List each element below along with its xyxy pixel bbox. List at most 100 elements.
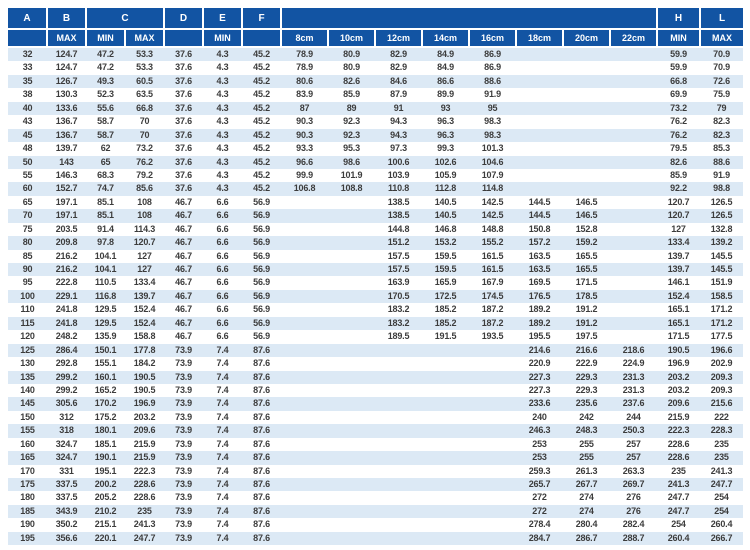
table-cell: 178.5 [563, 289, 611, 304]
table-row: 135 299.2 160.1 190.5 73.9 7.4 87.6 227.3 229.3 2… [8, 370, 744, 384]
table-cell: 233.6 [516, 397, 564, 411]
table-cell: 180.1 [86, 424, 125, 438]
table-cell [422, 437, 470, 452]
table-cell: 197.1 [47, 209, 86, 223]
table-cell: 187.2 [469, 303, 517, 317]
table-cell: 114.8 [469, 182, 517, 196]
table-cell [328, 437, 376, 452]
table-cell: 209.8 [47, 236, 86, 250]
table-cell: 82.9 [375, 47, 423, 62]
table-cell: 68.3 [86, 168, 125, 183]
table-cell: 260.4 [700, 518, 744, 532]
table-cell [328, 410, 376, 425]
table-cell [281, 504, 329, 519]
table-cell: 86.9 [469, 47, 517, 62]
table-cell: 59.9 [657, 47, 701, 62]
table-cell [610, 209, 658, 223]
table-cell [469, 343, 517, 358]
table-cell: 152.4 [125, 316, 165, 331]
table-cell [281, 343, 329, 358]
table-cell: 87.6 [242, 397, 282, 411]
table-cell: 247.7 [657, 491, 701, 505]
table-row: 45 136.7 58.7 70 37.6 4.3 45.2 90.3 92.3 94.3 96.3… [8, 128, 744, 143]
table-cell: 87.6 [242, 478, 282, 492]
table-cell [328, 370, 376, 384]
table-cell: 45.2 [242, 128, 282, 143]
table-cell: 4.3 [203, 182, 243, 196]
table-cell: 159.5 [422, 249, 470, 263]
table-cell: 46.7 [164, 263, 204, 277]
table-cell: 107.9 [469, 168, 517, 183]
table-cell: 82.6 [328, 74, 376, 89]
table-cell: 99.3 [422, 142, 470, 156]
table-cell: 7.4 [203, 370, 243, 384]
table-cell [281, 491, 329, 505]
table-cell: 85 [8, 249, 47, 263]
table-cell [281, 357, 329, 371]
table-cell: 229.1 [47, 289, 86, 304]
table-cell: 73.9 [164, 424, 204, 438]
header-sub-cell: 16cm [469, 29, 518, 48]
table-cell: 87 [281, 101, 329, 116]
table-cell: 165.5 [563, 249, 611, 263]
table-cell [469, 410, 517, 425]
table-cell: 163.9 [375, 276, 423, 290]
table-row: 65 197.1 85.1 108 46.7 6.6 56.9 138.5 140.5 142.5… [8, 195, 744, 210]
table-cell: 7.4 [203, 504, 243, 519]
table-cell: 254 [657, 518, 701, 532]
table-cell: 224.9 [610, 357, 658, 371]
table-cell [328, 491, 376, 505]
table-row: 50 143 65 76.2 37.6 4.3 45.2 96.6 98.6 100.6 102.6… [8, 155, 744, 169]
table-cell [469, 370, 517, 384]
table-cell: 209.3 [700, 370, 744, 384]
table-cell: 99.9 [281, 168, 329, 183]
table-cell: 163.5 [516, 263, 564, 277]
table-cell: 136.7 [47, 128, 86, 143]
table-cell [375, 424, 423, 438]
table-cell: 86.9 [469, 61, 517, 75]
table-cell: 63.5 [125, 88, 165, 102]
table-cell: 110.5 [86, 276, 125, 290]
table-cell: 4.3 [203, 101, 243, 116]
table-cell [375, 437, 423, 452]
header-sub-cell: MAX [47, 29, 87, 48]
table-cell [328, 289, 376, 304]
table-cell: 104.1 [86, 249, 125, 263]
table-cell: 142.5 [469, 209, 517, 223]
table-cell: 127 [657, 222, 701, 237]
table-cell [610, 195, 658, 210]
table-cell: 87.6 [242, 518, 282, 532]
table-cell: 269.7 [610, 478, 658, 492]
header-sub-row: MAX MIN MAX MIN 8cm 10cm 12cm 14cm 16cm 18cm 20cm 2… [8, 29, 744, 48]
table-row: 175 337.5 200.2 228.6 73.9 7.4 87.6 265.7 267.7 2… [8, 478, 744, 492]
table-cell: 40 [8, 101, 47, 116]
table-cell: 56.9 [242, 209, 282, 223]
table-cell: 7.4 [203, 343, 243, 358]
table-cell: 184.2 [125, 357, 165, 371]
table-cell: 87.6 [242, 410, 282, 425]
table-cell: 74.7 [86, 182, 125, 196]
table-cell [422, 464, 470, 478]
table-cell [563, 142, 611, 156]
table-cell: 175.2 [86, 410, 125, 425]
table-cell: 174.5 [469, 289, 517, 304]
table-cell: 4.3 [203, 168, 243, 183]
table-cell: 228.3 [700, 424, 744, 438]
table-cell: 70.9 [700, 47, 744, 62]
table-cell: 152.4 [657, 289, 701, 304]
table-cell: 73.9 [164, 451, 204, 465]
table-cell: 108 [125, 195, 165, 210]
table-cell: 58.7 [86, 128, 125, 143]
table-cell: 139.7 [47, 142, 86, 156]
table-cell: 47.2 [86, 61, 125, 75]
table-cell: 87.6 [242, 343, 282, 358]
table-cell: 170 [8, 464, 47, 478]
table-cell: 159.2 [563, 236, 611, 250]
table-cell: 4.3 [203, 128, 243, 143]
table-cell [328, 531, 376, 546]
table-cell: 146.8 [422, 222, 470, 237]
table-cell [469, 478, 517, 492]
table-cell: 7.4 [203, 424, 243, 438]
table-cell: 276 [610, 491, 658, 505]
dimension-table: A B C D E F H L MAX MIN MAX MIN 8cm 10cm 12cm 14cm 16cm 1… [8, 8, 744, 546]
